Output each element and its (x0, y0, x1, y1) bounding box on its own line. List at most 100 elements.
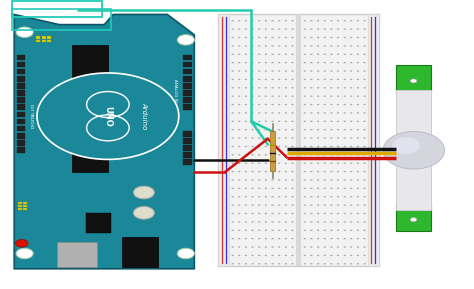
Circle shape (238, 20, 240, 21)
Bar (396, 65, 431, 92)
Circle shape (231, 221, 234, 223)
Circle shape (364, 221, 366, 223)
Bar (18, 203, 22, 205)
Circle shape (245, 129, 247, 130)
Circle shape (304, 146, 306, 147)
Circle shape (291, 255, 293, 256)
Circle shape (410, 79, 417, 83)
Circle shape (317, 70, 319, 72)
Bar (183, 152, 192, 158)
Circle shape (350, 146, 353, 147)
Circle shape (324, 204, 326, 206)
Circle shape (304, 129, 306, 130)
Circle shape (231, 171, 234, 172)
Circle shape (364, 179, 366, 181)
Circle shape (238, 129, 240, 130)
Circle shape (291, 62, 293, 63)
Circle shape (330, 121, 333, 122)
Circle shape (284, 263, 287, 264)
Circle shape (304, 53, 306, 55)
Circle shape (284, 188, 287, 189)
Circle shape (258, 146, 260, 147)
Circle shape (304, 87, 306, 88)
Circle shape (238, 146, 240, 147)
Circle shape (231, 87, 234, 88)
Circle shape (330, 204, 333, 206)
Circle shape (245, 121, 247, 122)
Circle shape (284, 70, 287, 72)
Circle shape (310, 95, 313, 97)
Circle shape (392, 137, 420, 154)
Circle shape (337, 229, 339, 231)
Circle shape (337, 45, 339, 47)
Circle shape (344, 196, 346, 197)
Circle shape (317, 246, 319, 248)
Circle shape (324, 121, 326, 122)
Circle shape (304, 171, 306, 172)
Circle shape (271, 121, 273, 122)
Circle shape (324, 229, 326, 231)
Circle shape (278, 20, 280, 21)
Bar (183, 97, 192, 103)
Circle shape (324, 70, 326, 72)
Bar (17, 105, 25, 110)
Circle shape (245, 79, 247, 80)
Circle shape (37, 73, 179, 160)
Circle shape (337, 221, 339, 223)
Circle shape (231, 246, 234, 248)
Circle shape (350, 188, 353, 189)
Circle shape (357, 179, 359, 181)
Circle shape (364, 45, 366, 47)
Circle shape (271, 87, 273, 88)
Bar (122, 237, 158, 267)
Circle shape (251, 53, 254, 55)
Circle shape (284, 229, 287, 231)
Circle shape (310, 154, 313, 155)
Circle shape (350, 171, 353, 172)
Circle shape (251, 104, 254, 105)
Circle shape (238, 104, 240, 105)
Circle shape (350, 112, 353, 114)
Bar (183, 145, 192, 151)
Circle shape (304, 62, 306, 63)
Circle shape (350, 179, 353, 181)
Circle shape (278, 188, 280, 189)
Circle shape (264, 20, 267, 21)
Circle shape (258, 204, 260, 206)
Circle shape (357, 95, 359, 97)
Circle shape (337, 87, 339, 88)
Circle shape (245, 62, 247, 63)
Bar (183, 83, 192, 89)
Circle shape (317, 20, 319, 21)
Circle shape (357, 246, 359, 248)
Circle shape (278, 171, 280, 172)
Circle shape (271, 246, 273, 248)
Circle shape (324, 221, 326, 223)
Circle shape (291, 221, 293, 223)
Circle shape (291, 104, 293, 105)
Circle shape (364, 104, 366, 105)
Circle shape (278, 45, 280, 47)
Circle shape (264, 112, 267, 114)
Circle shape (317, 188, 319, 189)
Circle shape (258, 87, 260, 88)
Circle shape (324, 162, 326, 164)
Circle shape (350, 95, 353, 97)
Circle shape (271, 62, 273, 63)
Text: ANALOG IN: ANALOG IN (173, 79, 176, 102)
Circle shape (284, 162, 287, 164)
Circle shape (364, 213, 366, 214)
Circle shape (284, 221, 287, 223)
Circle shape (16, 248, 33, 259)
Circle shape (337, 121, 339, 122)
Circle shape (310, 70, 313, 72)
Circle shape (251, 112, 254, 114)
Bar (368, 14, 379, 266)
Circle shape (330, 20, 333, 21)
Circle shape (278, 129, 280, 130)
Circle shape (284, 179, 287, 181)
Circle shape (357, 171, 359, 172)
Circle shape (291, 129, 293, 130)
Circle shape (304, 79, 306, 80)
Circle shape (344, 121, 346, 122)
